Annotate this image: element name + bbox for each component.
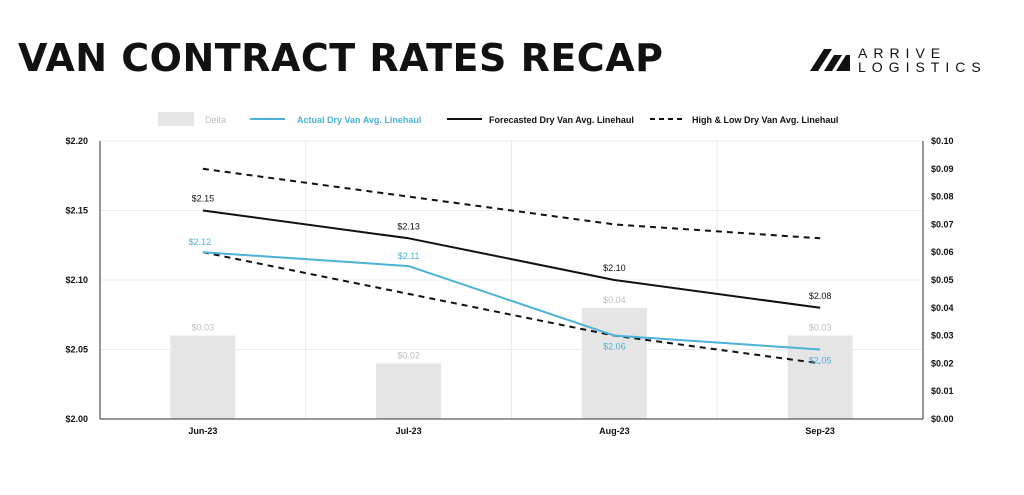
actual-data-label: $2.12 xyxy=(189,237,212,247)
actual-data-label: $2.05 xyxy=(809,356,832,366)
legend-delta-swatch xyxy=(158,112,194,126)
right-tick-label: $0.02 xyxy=(931,358,954,368)
series-lines xyxy=(202,167,821,365)
delta-bar xyxy=(581,307,647,419)
x-tick-label: Aug-23 xyxy=(599,426,630,436)
actual-data-label: $2.11 xyxy=(398,251,420,261)
x-tick-label: Sep-23 xyxy=(805,426,835,436)
forecast-line xyxy=(202,209,821,309)
x-tick-label: Jun-23 xyxy=(188,426,217,436)
brand-logo: ARRIVE LOGISTICS xyxy=(810,46,987,74)
actual-data-label: $2.06 xyxy=(603,342,626,352)
right-tick-label: $0.05 xyxy=(931,275,954,285)
delta-bar-label: $0.03 xyxy=(192,323,215,333)
right-tick-label: $0.04 xyxy=(931,303,954,313)
brand-name-line1: ARRIVE xyxy=(858,45,947,61)
legend-delta-label: Delta xyxy=(205,115,226,125)
right-tick-label: $0.06 xyxy=(931,247,954,257)
delta-bar-label: $0.04 xyxy=(603,295,626,305)
forecast-data-label: $2.08 xyxy=(809,291,832,301)
actual-line xyxy=(202,251,821,351)
arrive-logo-icon xyxy=(810,49,850,71)
delta-bar xyxy=(170,335,236,419)
x-tick-label: Jul-23 xyxy=(396,426,422,436)
right-tick-label: $0.09 xyxy=(931,164,954,174)
left-tick-label: $2.00 xyxy=(65,414,88,424)
legend: Delta Actual Dry Van Avg. Linehaul Forec… xyxy=(158,112,838,126)
delta-bar-label: $0.03 xyxy=(809,323,832,333)
axes: $2.00 $2.05 $2.10 $2.15 $2.20 $0.00 $0.01 $0.02… xyxy=(65,136,953,436)
right-tick-label: $0.07 xyxy=(931,219,954,229)
forecast-data-label: $2.10 xyxy=(603,263,626,273)
right-tick-label: $0.00 xyxy=(931,414,954,424)
high-dashed-line xyxy=(202,167,821,240)
left-tick-label: $2.10 xyxy=(65,275,88,285)
right-tick-label: $0.08 xyxy=(931,192,954,202)
forecast-data-label: $2.15 xyxy=(192,194,215,204)
right-tick-label: $0.03 xyxy=(931,331,954,341)
legend-highlow-label: High & Low Dry Van Avg. Linehaul xyxy=(692,115,838,125)
data-labels: $0.03 $0.02 $0.04 $0.03 $2.15 $2.13 $2.10 $2.08… xyxy=(189,194,832,366)
legend-actual-label: Actual Dry Van Avg. Linehaul xyxy=(297,115,421,125)
right-tick-label: $0.10 xyxy=(931,136,954,146)
right-tick-label: $0.01 xyxy=(931,386,954,396)
delta-bar xyxy=(376,363,442,419)
forecast-data-label: $2.13 xyxy=(397,221,420,231)
brand-name-line2: LOGISTICS xyxy=(858,59,987,75)
left-tick-label: $2.15 xyxy=(65,206,88,216)
legend-forecast-label: Forecasted Dry Van Avg. Linehaul xyxy=(489,115,634,125)
left-tick-label: $2.20 xyxy=(65,136,88,146)
low-dashed-line xyxy=(202,251,821,365)
delta-bar-label: $0.02 xyxy=(397,350,420,360)
page-title: VAN CONTRACT RATES RECAP xyxy=(18,36,664,80)
left-tick-label: $2.05 xyxy=(65,345,88,355)
